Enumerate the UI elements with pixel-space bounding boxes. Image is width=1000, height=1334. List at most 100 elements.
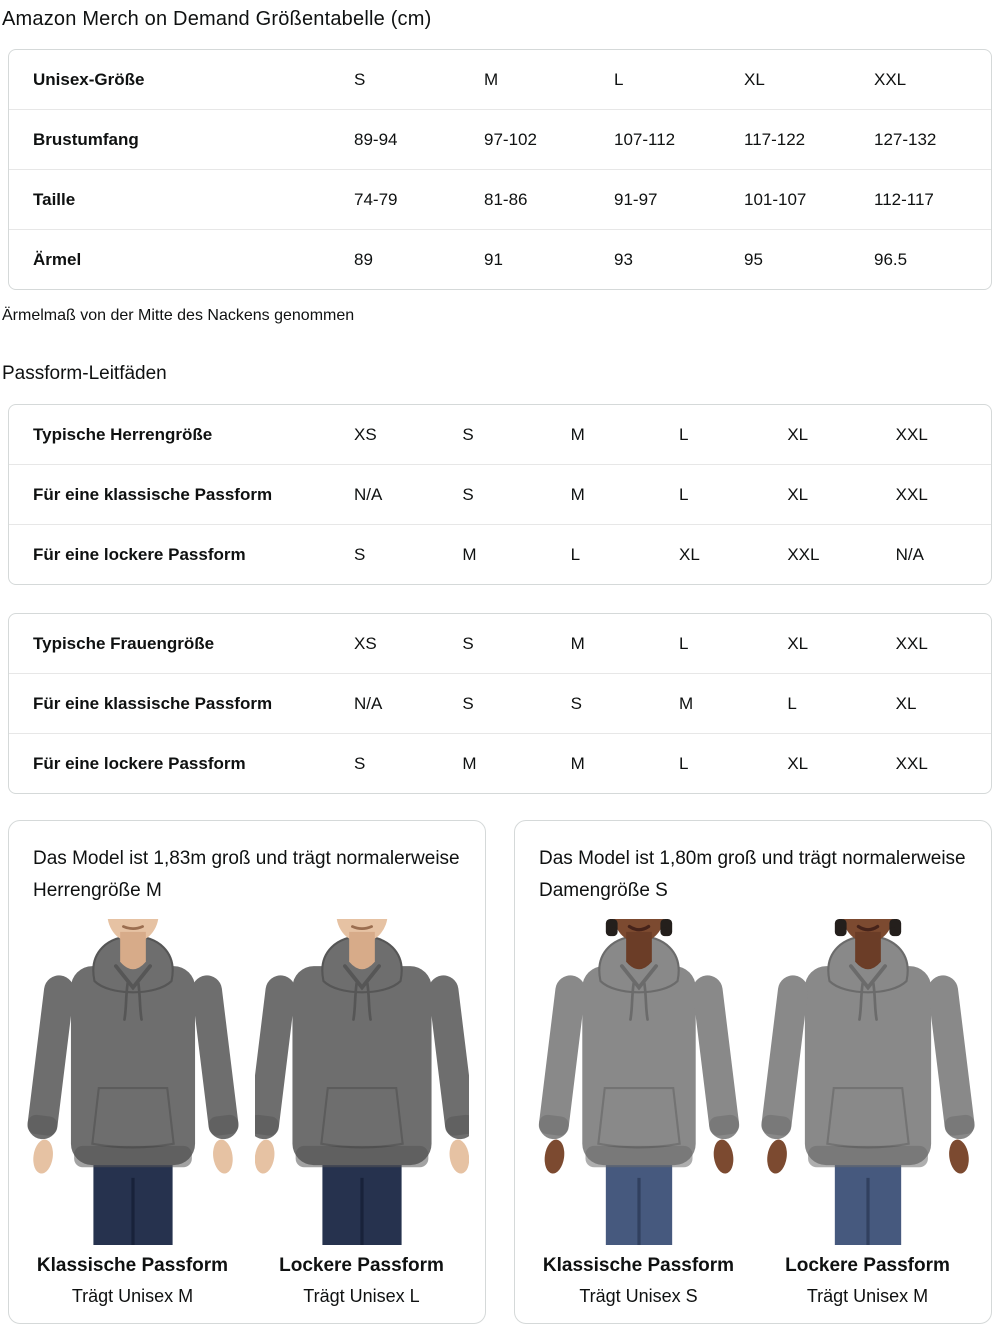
table-header-row: Typische Frauengröße XS S M L XL XXL: [9, 614, 991, 673]
figure-loose-fit: Lockere Passform Trägt Unisex M: [758, 918, 977, 1307]
row-label: Für eine lockere Passform: [33, 544, 246, 564]
value-cell: 89: [354, 249, 373, 269]
size-cell: XS: [354, 633, 377, 653]
value-cell: XL: [787, 484, 809, 504]
value-cell: S: [462, 484, 474, 504]
value-cell: 112-117: [874, 189, 934, 209]
size-cell: M: [484, 69, 499, 89]
size-cell: L: [679, 633, 689, 653]
value-cell: 74-79: [354, 189, 398, 209]
fit-title: Klassische Passform: [542, 1255, 735, 1277]
row-label: Für eine lockere Passform: [33, 753, 246, 773]
model-cards: Das Model ist 1,83m groß und trägt norma…: [8, 820, 992, 1325]
row-label: Taille: [33, 189, 76, 209]
table-header-row: Typische Herrengröße XS S M L XL XXL: [9, 405, 991, 464]
value-cell: N/A: [354, 484, 383, 504]
table-row-loose-fit: Für eine lockere Passform S M L XL XXL N…: [9, 524, 991, 584]
value-cell: 107-112: [614, 129, 676, 149]
model-description: Das Model ist 1,80m groß und trägt norma…: [539, 848, 966, 901]
table-row-classic-fit: Für eine klassische Passform N/A S M L X…: [9, 464, 991, 524]
size-cell: L: [614, 69, 624, 89]
value-cell: N/A: [354, 693, 383, 713]
value-cell: S: [354, 544, 366, 564]
value-cell: L: [679, 484, 689, 504]
model-figures: Klassische Passform Trägt Unisex M Locke…: [23, 918, 471, 1307]
value-cell: 97-102: [484, 129, 537, 149]
size-cell: S: [462, 424, 474, 444]
size-cell: XL: [744, 69, 765, 89]
value-cell: L: [570, 544, 581, 564]
value-cell: 91-97: [614, 189, 658, 209]
value-cell: 93: [614, 249, 633, 269]
size-cell: XXL: [874, 69, 907, 89]
size-cell: S: [354, 69, 366, 89]
value-cell: 91: [484, 249, 503, 269]
value-cell: 117-122: [744, 129, 806, 149]
male-model-card: Das Model ist 1,83m groß und trägt norma…: [8, 820, 486, 1325]
sleeve-measure-footnote: Ärmelmaß von der Mitte des Nackens genom…: [2, 307, 355, 324]
size-cell: M: [570, 633, 585, 653]
row-label: Für eine klassische Passform: [33, 693, 273, 713]
row-label: Für eine klassische Passform: [33, 484, 273, 504]
table-row-chest: Brustumfang 89-94 97-102 107-112 117-122…: [9, 109, 991, 169]
fit-title: Klassische Passform: [36, 1255, 229, 1277]
fit-size-label: Trägt Unisex M: [71, 1286, 194, 1307]
value-cell: XL: [679, 544, 700, 564]
table-row-loose-fit: Für eine lockere Passform S M M L XL XXL: [9, 733, 991, 793]
model-description: Das Model ist 1,83m groß und trägt norma…: [33, 848, 460, 901]
male-model-classic-photo: [26, 918, 240, 1246]
fit-size-label: Trägt Unisex M: [806, 1286, 929, 1307]
value-cell: S: [462, 693, 474, 713]
value-cell: XL: [895, 693, 917, 713]
value-cell: M: [462, 544, 477, 564]
size-cell: XS: [354, 424, 377, 444]
table-row-sleeve: Ärmel 89 91 93 95 96.5: [9, 229, 991, 289]
fit-size-label: Trägt Unisex L: [303, 1286, 420, 1307]
row-label: Ärmel: [33, 249, 82, 269]
figure-classic-fit: Klassische Passform Trägt Unisex S: [529, 918, 748, 1307]
figure-classic-fit: Klassische Passform Trägt Unisex M: [23, 918, 242, 1307]
page-title: Amazon Merch on Demand Größentabelle (cm…: [2, 8, 432, 30]
size-cell: XL: [787, 633, 809, 653]
row-label: Brustumfang: [33, 129, 139, 149]
fit-title: Lockere Passform: [785, 1255, 950, 1277]
fit-title: Lockere Passform: [279, 1255, 444, 1277]
table-row-classic-fit: Für eine klassische Passform N/A S S M L…: [9, 673, 991, 733]
value-cell: N/A: [895, 544, 924, 564]
unisex-size-table: Unisex-Größe S M L XL XXL Brustumfang 89…: [8, 49, 992, 290]
mens-fit-table: Typische Herrengröße XS S M L XL XXL Für…: [8, 404, 992, 585]
female-model-loose-photo: [760, 918, 975, 1246]
table-row-waist: Taille 74-79 81-86 91-97 101-107 112-117: [9, 169, 991, 229]
size-cell: S: [462, 633, 474, 653]
table-header-row: Unisex-Größe S M L XL XXL: [9, 50, 991, 109]
value-cell: XXL: [895, 484, 928, 504]
value-cell: XXL: [787, 544, 820, 564]
fit-guides-title: Passform-Leitfäden: [2, 363, 167, 384]
value-cell: S: [570, 693, 582, 713]
value-cell: XXL: [895, 753, 928, 773]
value-cell: M: [462, 753, 477, 773]
value-cell: M: [679, 693, 694, 713]
model-figures: Klassische Passform Trägt Unisex S Locke…: [529, 918, 977, 1307]
male-model-loose-photo: [254, 918, 469, 1246]
value-cell: M: [570, 753, 585, 773]
value-cell: L: [679, 753, 689, 773]
figure-loose-fit: Lockere Passform Trägt Unisex L: [252, 918, 471, 1307]
value-cell: 95: [744, 249, 763, 269]
size-cell: M: [570, 424, 585, 444]
value-cell: 96.5: [874, 249, 908, 269]
value-cell: 81-86: [484, 189, 528, 209]
row-label: Typische Frauengröße: [33, 633, 215, 653]
row-label: Unisex-Größe: [33, 69, 145, 89]
womens-fit-table: Typische Frauengröße XS S M L XL XXL Für…: [8, 613, 992, 794]
row-label: Typische Herrengröße: [33, 424, 213, 444]
size-cell: XXL: [895, 424, 928, 444]
value-cell: L: [787, 693, 797, 713]
size-cell: XXL: [895, 633, 928, 653]
female-model-card: Das Model ist 1,80m groß und trägt norma…: [514, 820, 992, 1325]
value-cell: 101-107: [744, 189, 807, 209]
value-cell: 127-132: [874, 129, 937, 149]
size-cell: L: [679, 424, 689, 444]
value-cell: XL: [787, 753, 809, 773]
